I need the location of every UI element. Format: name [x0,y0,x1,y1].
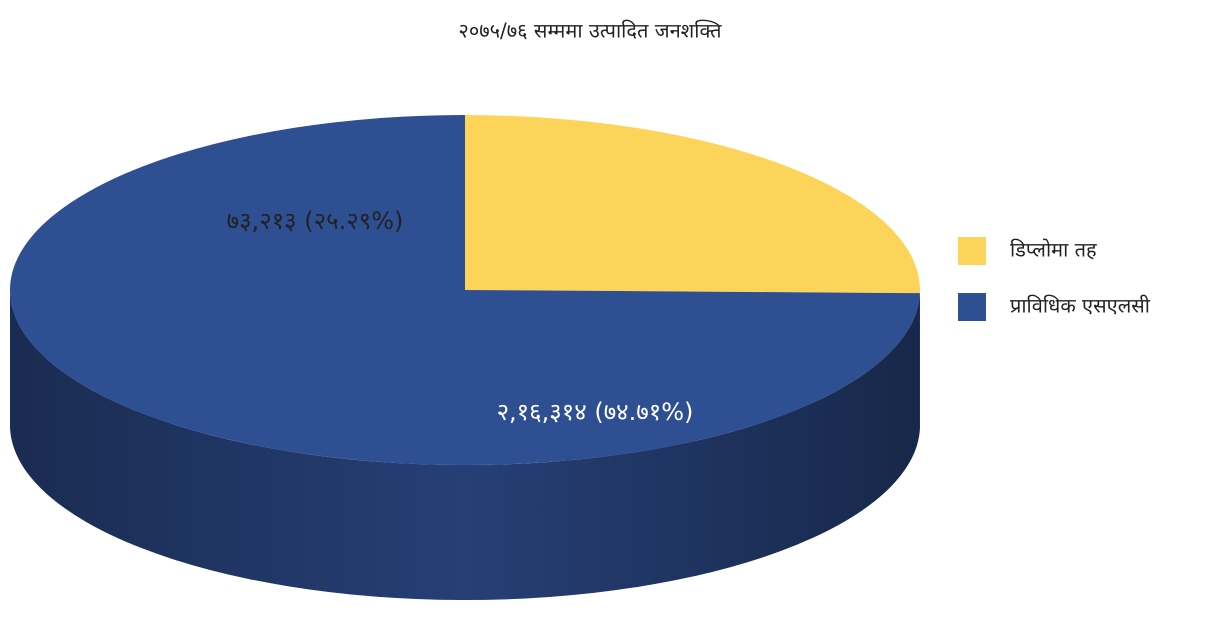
data-label: ७३,२१३ (२५.२९%) [227,207,404,235]
legend-label: डिप्लोमा तह [1010,238,1097,262]
legend-label: प्राविधिक एसएलसी [1010,294,1151,318]
pie-side-shade [10,290,920,600]
legend-swatch [958,237,986,265]
chart-title: २०७५/७६ सम्ममा उत्पादित जनशक्ति [458,19,722,43]
data-label: २,१६,३१४ (७४.७१%) [497,398,694,426]
pie-slice [9,115,920,466]
legend-swatch [958,293,986,321]
pie-slice [465,115,920,294]
